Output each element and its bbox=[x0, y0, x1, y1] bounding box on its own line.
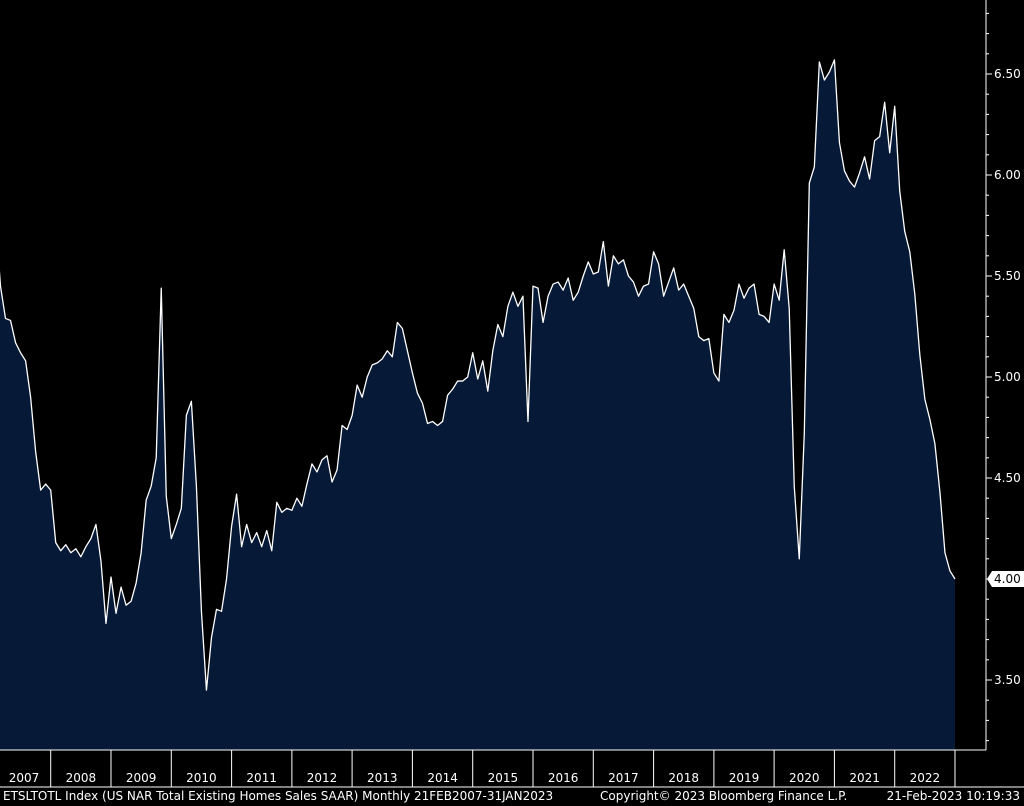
x-tick-label: 2011 bbox=[246, 771, 277, 785]
footer-source: ETSLTOTL Index (US NAR Total Existing Ho… bbox=[3, 789, 554, 803]
x-tick-label: 2020 bbox=[789, 771, 820, 785]
last-value-label: 4.00 bbox=[994, 572, 1021, 586]
y-tick-label: 6.50 bbox=[994, 67, 1021, 81]
x-tick-label: 2022 bbox=[910, 771, 941, 785]
x-tick-label: 2009 bbox=[126, 771, 157, 785]
series-line bbox=[0, 59, 956, 691]
x-tick-label: 2014 bbox=[427, 771, 458, 785]
chart-footer: ETSLTOTL Index (US NAR Total Existing Ho… bbox=[0, 787, 1024, 806]
y-tick-label: 4.50 bbox=[994, 471, 1021, 485]
last-value-badge bbox=[987, 571, 1024, 587]
x-tick-label: 2007 bbox=[9, 771, 40, 785]
x-axis: 2007 2008 2009 2010 2011 2012 2013 2014 2015 2016… bbox=[0, 749, 1024, 788]
x-tick-label: 2017 bbox=[608, 771, 639, 785]
x-tick-label: 2019 bbox=[729, 771, 760, 785]
y-tick-label: 5.00 bbox=[994, 370, 1021, 384]
footer-timestamp: 21-Feb-2023 10:19:33 bbox=[886, 789, 1020, 803]
x-tick-label: 2021 bbox=[849, 771, 880, 785]
x-tick-label: 2016 bbox=[548, 771, 579, 785]
y-tick-label: 5.50 bbox=[994, 269, 1021, 283]
x-tick-label: 2013 bbox=[367, 771, 398, 785]
y-tick-label: 3.50 bbox=[994, 673, 1021, 687]
y-axis: 3.50 4.50 5.00 5.50 6.00 6.50 bbox=[985, 0, 1021, 750]
x-tick-label: 2012 bbox=[307, 771, 338, 785]
x-tick-label: 2015 bbox=[488, 771, 519, 785]
footer-copyright: Copyright© 2023 Bloomberg Finance L.P. bbox=[600, 789, 848, 803]
last-value-marker: 4.00 bbox=[987, 571, 1024, 587]
plot-area bbox=[0, 59, 956, 750]
x-tick-label: 2018 bbox=[668, 771, 699, 785]
x-tick-label: 2008 bbox=[66, 771, 97, 785]
x-tick-label: 2010 bbox=[186, 771, 217, 785]
y-tick-label: 6.00 bbox=[994, 168, 1021, 182]
series-area bbox=[0, 59, 955, 750]
